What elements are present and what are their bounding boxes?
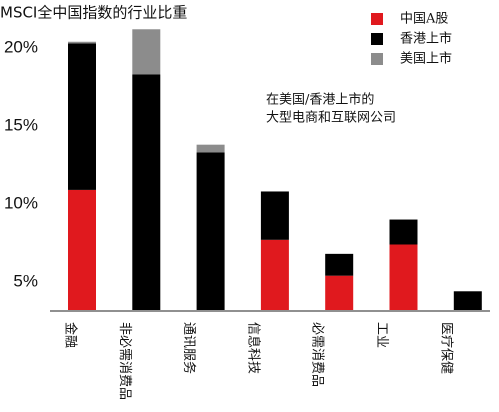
bar-segment (389, 244, 418, 310)
y-tick-label: 20% (4, 37, 38, 56)
x-tick-label: 金融 (63, 322, 79, 348)
x-tick-label: 信息科技 (245, 322, 261, 374)
bar-segment (68, 41, 96, 44)
bar-segment (132, 74, 161, 310)
x-tick-label: 必需消费品 (310, 322, 325, 387)
legend-label: 中国A股 (400, 12, 448, 27)
y-tick-label: 10% (4, 193, 38, 212)
legend-swatch (371, 33, 383, 45)
bar-segment (325, 275, 354, 310)
legend-swatch (371, 53, 383, 65)
bar-segment (196, 144, 225, 153)
bar-segment (260, 239, 289, 310)
legend-label: 香港上市 (400, 31, 452, 47)
annotation: 在美国/香港上市的 (266, 92, 374, 108)
bar-segment (453, 291, 482, 310)
legend-swatch (371, 13, 383, 25)
x-tick-label: 医疗保健 (438, 322, 453, 374)
bar-segment (132, 29, 161, 75)
legend-label: 美国上市 (400, 51, 452, 67)
chart-title: MSCI全中国指数的行业比重 (0, 4, 187, 22)
x-tick-label: 非必需消费品 (117, 322, 132, 400)
bar-segment (68, 43, 96, 190)
bars (68, 29, 482, 310)
x-tick-label: 工业 (374, 322, 389, 348)
x-tick-label: 通讯服务 (181, 322, 197, 374)
y-tick-label: 5% (13, 271, 38, 290)
bar-segment (68, 189, 96, 310)
y-tick-label: 15% (4, 115, 38, 134)
annotation: 大型电商和互联网公司 (266, 111, 396, 126)
bar-segment (325, 253, 354, 276)
bar-segment (260, 191, 289, 240)
bar-segment (389, 219, 418, 245)
bar-segment (196, 152, 225, 310)
